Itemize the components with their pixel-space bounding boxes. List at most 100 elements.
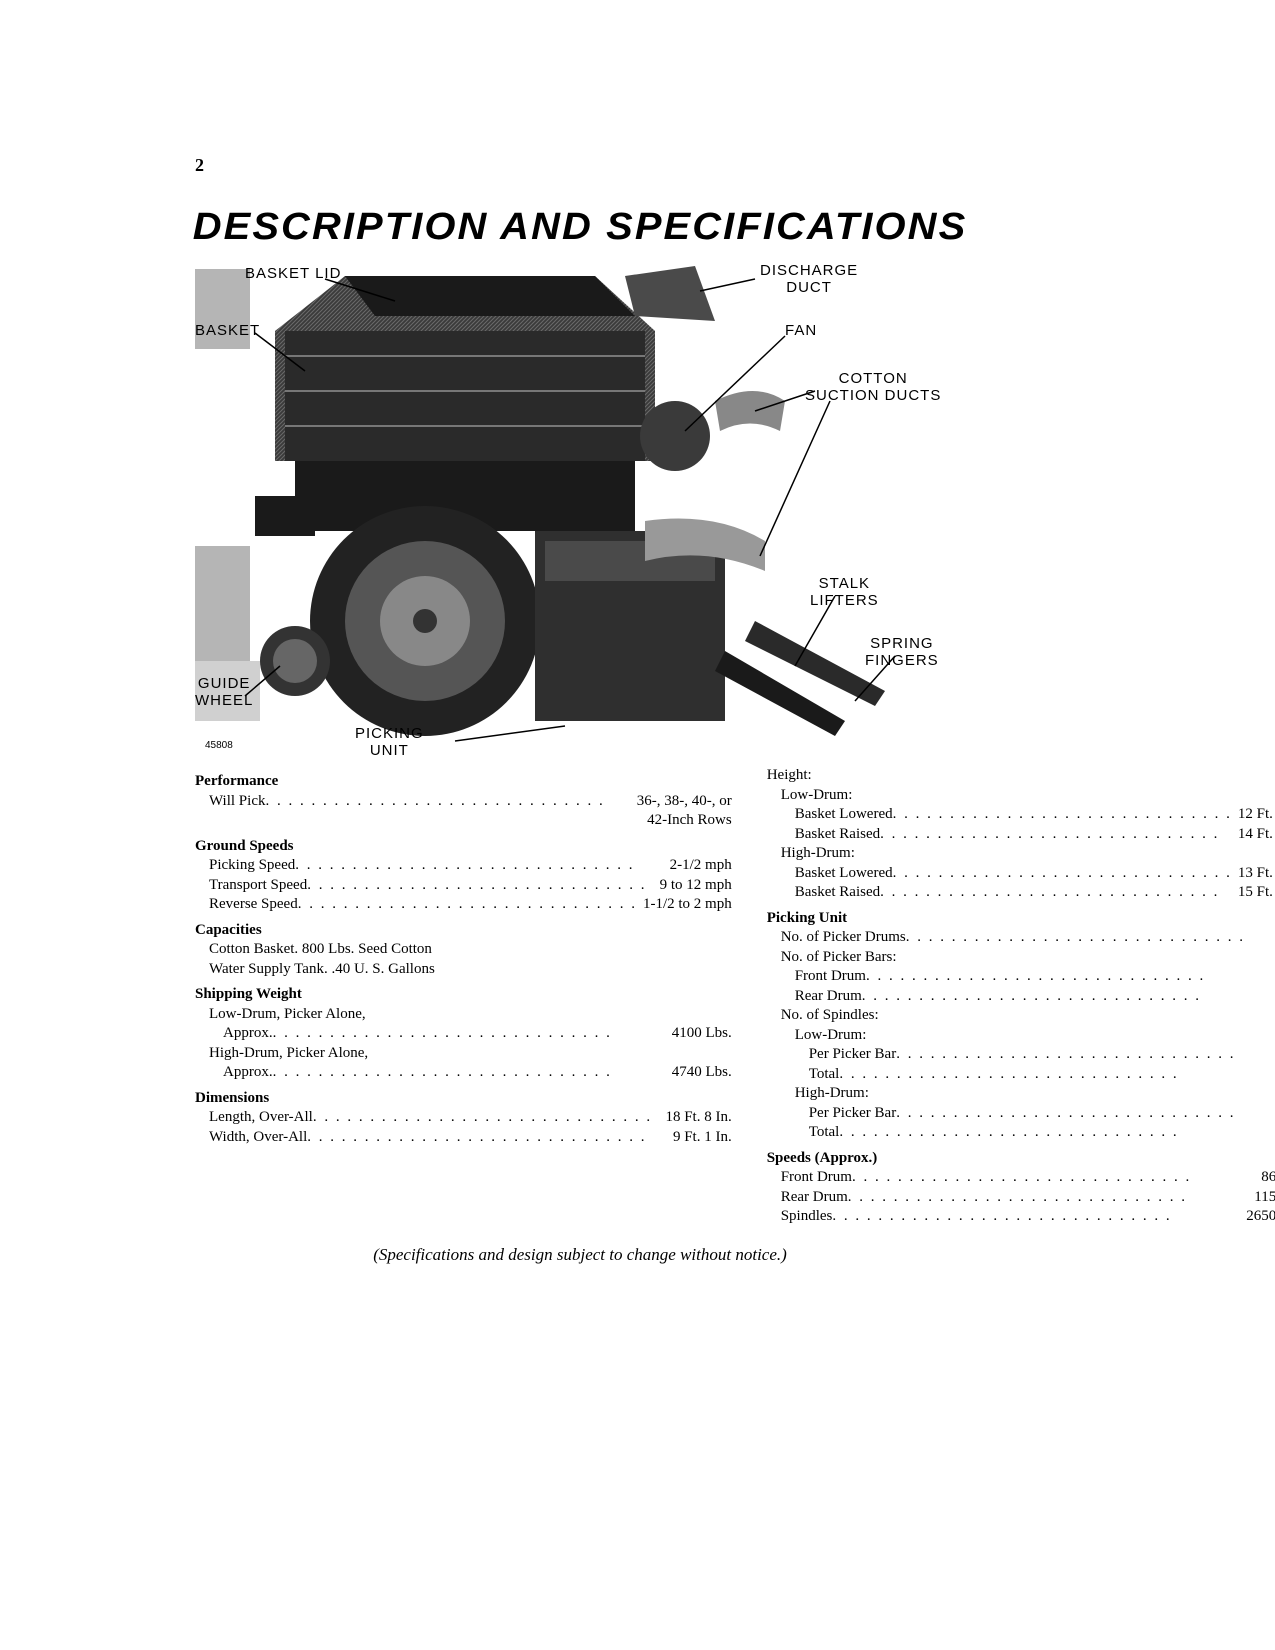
- spec-value: 9 to 12 mph: [654, 876, 732, 896]
- spec-dots: [265, 792, 630, 812]
- spec-row: Width, Over-All9 Ft. 1 In.: [195, 1128, 732, 1148]
- spec-dots: [307, 1128, 667, 1148]
- spec-label: Front Drum: [795, 967, 866, 987]
- spec-value: 12 Ft. 3 In.: [1232, 805, 1275, 825]
- spec-row: Length, Over-All18 Ft. 8 In.: [195, 1108, 732, 1128]
- spec-row: No. of Picker Drums2: [767, 928, 1275, 948]
- spec-label: Basket Lowered: [795, 805, 893, 825]
- spec-row: Will Pick 36-, 38-, 40-, or: [195, 792, 732, 812]
- spec-dots: [906, 928, 1275, 948]
- page-title: DESCRIPTION AND SPECIFICATIONS: [176, 206, 985, 249]
- spec-row: Per Picker Bar20: [767, 1104, 1275, 1124]
- spec-note: No. of Picker Bars:: [767, 948, 1275, 968]
- machine-diagram: BASKET LID BASKET DISCHARGE DUCT FAN COT…: [195, 261, 955, 756]
- spec-dots: [848, 1188, 1248, 1208]
- spec-dots: [273, 1063, 666, 1083]
- spec-note: Water Supply Tank. .40 U. S. Gallons: [195, 960, 732, 980]
- spec-dots: [866, 967, 1275, 987]
- spec-label: Rear Drum: [795, 987, 862, 1007]
- page-number: 2: [195, 155, 965, 176]
- spec-row: Basket Lowered 12 Ft. 3 In.: [767, 805, 1275, 825]
- diagram-image-id: 45808: [205, 740, 233, 751]
- specs-left-column: PerformanceWill Pick36-, 38-, 40-, or42-…: [195, 766, 732, 1227]
- manual-page: 2 DESCRIPTION AND SPECIFICATIONS: [195, 155, 965, 1265]
- spec-label: Reverse Speed: [209, 895, 298, 915]
- spec-note: Low-Drum:: [767, 1026, 1275, 1046]
- spec-label: Rear Drum: [781, 1188, 848, 1208]
- spec-dots: [896, 1045, 1275, 1065]
- spec-heading: Picking Unit: [767, 909, 1275, 929]
- label-stalk-lifters: STALK LIFTERS: [810, 576, 879, 609]
- spec-note: Height:: [767, 766, 1275, 786]
- spec-note: High-Drum, Picker Alone,: [195, 1044, 732, 1064]
- spec-label: Per Picker Bar: [809, 1104, 896, 1124]
- label-fan: FAN: [785, 323, 817, 340]
- spec-note: High-Drum:: [767, 1084, 1275, 1104]
- spec-value: 115 rpm: [1248, 1188, 1275, 1208]
- spec-row: Front Drum16: [767, 967, 1275, 987]
- spec-row: Transport Speed9 to 12 mph: [195, 876, 732, 896]
- spec-dots: [295, 856, 663, 876]
- spec-row: Picking Speed2-1/2 mph: [195, 856, 732, 876]
- label-picking-unit: PICKING UNIT: [355, 726, 424, 759]
- spec-row: Basket Lowered 13 Ft. 3 In.: [767, 864, 1275, 884]
- spec-heading: Speeds (Approx.): [767, 1149, 1275, 1169]
- spec-label: Picking Speed: [209, 856, 295, 876]
- spec-row: Basket Raised14 Ft. 6 In.: [767, 825, 1275, 845]
- spec-label: Approx.: [223, 1063, 273, 1083]
- spec-label: Total: [809, 1123, 840, 1143]
- label-guide-wheel: GUIDE WHEEL: [195, 676, 253, 709]
- spec-label: Basket Raised: [795, 883, 880, 903]
- spec-label: No. of Picker Drums: [781, 928, 906, 948]
- spec-dots: [880, 825, 1232, 845]
- spec-dots: [313, 1108, 660, 1128]
- spec-dots: [307, 876, 653, 896]
- spec-row: Rear Drum 115 rpm: [767, 1188, 1275, 1208]
- spec-dots: [839, 1123, 1275, 1143]
- spec-heading: Ground Speeds: [195, 837, 732, 857]
- spec-label: Approx.: [223, 1024, 273, 1044]
- spec-note: Low-Drum:: [767, 786, 1275, 806]
- spec-heading: Capacities: [195, 921, 732, 941]
- spec-dots: [880, 883, 1232, 903]
- spec-row: Front Drum86 rpm: [767, 1168, 1275, 1188]
- spec-value: 13 Ft. 3 In.: [1232, 864, 1275, 884]
- spec-heading: Performance: [195, 772, 732, 792]
- spec-value: 4100 Lbs.: [666, 1024, 732, 1044]
- spec-dots: [893, 864, 1232, 884]
- spec-note: Cotton Basket. 800 Lbs. Seed Cotton: [195, 940, 732, 960]
- spec-note: Low-Drum, Picker Alone,: [195, 1005, 732, 1025]
- spec-row: Basket Raised15 Ft. 6 In.: [767, 883, 1275, 903]
- spec-value: 14 Ft. 6 In.: [1232, 825, 1275, 845]
- spec-row: Spindles2650 rpm: [767, 1207, 1275, 1227]
- spec-dots: [893, 805, 1232, 825]
- spec-heading: Dimensions: [195, 1089, 732, 1109]
- label-basket-lid: BASKET LID: [245, 266, 341, 283]
- footer-note: (Specifications and design subject to ch…: [195, 1245, 965, 1265]
- spec-dots: [896, 1104, 1275, 1124]
- spec-note: High-Drum:: [767, 844, 1275, 864]
- spec-row: Approx.4740 Lbs.: [195, 1063, 732, 1083]
- spec-dots: [273, 1024, 666, 1044]
- spec-row: Per Picker Bar14: [767, 1045, 1275, 1065]
- spec-label: Front Drum: [781, 1168, 852, 1188]
- spec-label: Per Picker Bar: [809, 1045, 896, 1065]
- spec-dots: [862, 987, 1275, 1007]
- label-basket: BASKET: [195, 323, 260, 340]
- spec-label: Total: [809, 1065, 840, 1085]
- spec-value: 18 Ft. 8 In.: [659, 1108, 731, 1128]
- spec-row: Rear Drum12: [767, 987, 1275, 1007]
- spec-label: Basket Lowered: [795, 864, 893, 884]
- spec-value: 9 Ft. 1 In.: [667, 1128, 732, 1148]
- label-discharge-duct: DISCHARGE DUCT: [760, 263, 858, 296]
- spec-value: 1-1/2 to 2 mph: [637, 895, 732, 915]
- spec-value: 36-, 38-, 40-, or: [631, 792, 732, 812]
- spec-note: No. of Spindles:: [767, 1006, 1275, 1026]
- diagram-svg: [195, 261, 955, 756]
- spec-label: Will Pick: [209, 792, 265, 812]
- spec-dots: [852, 1168, 1255, 1188]
- spec-dots: [298, 895, 637, 915]
- spec-row: Approx. 4100 Lbs.: [195, 1024, 732, 1044]
- spec-row: Total560: [767, 1123, 1275, 1143]
- spec-dots: [832, 1207, 1240, 1227]
